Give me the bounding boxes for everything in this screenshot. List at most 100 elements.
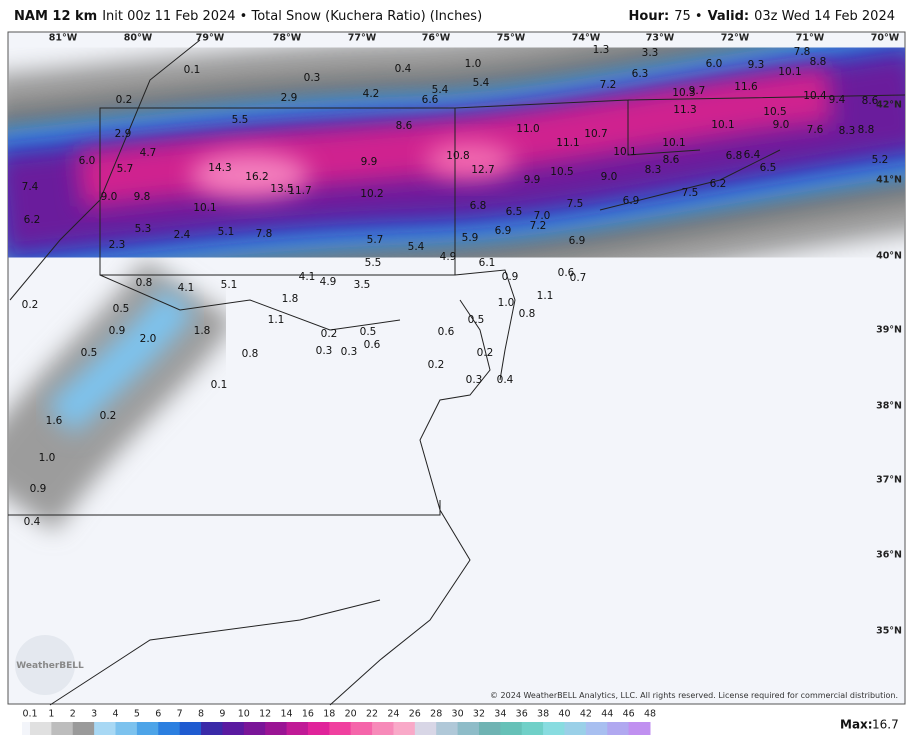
snow-total-label: 0.3 [341, 346, 358, 358]
colorbar-label: 44 [601, 709, 613, 720]
colorbar-label: 7 [177, 709, 183, 720]
snow-total-label: 1.0 [498, 297, 515, 309]
valid-label-text: Valid: [707, 8, 750, 24]
snow-total-label: 2.9 [281, 92, 298, 104]
colorbar-label: 26 [409, 709, 421, 720]
snow-total-label: 3.5 [354, 279, 371, 291]
snow-total-label: 1.1 [537, 290, 554, 302]
snow-total-label: 11.1 [556, 137, 579, 149]
max-label: Max: [840, 718, 873, 732]
snow-total-label: 5.5 [365, 257, 382, 269]
snow-total-label: 9.3 [748, 59, 765, 71]
colorbar-swatch [521, 722, 544, 735]
snow-total-label: 1.3 [593, 44, 610, 56]
snow-total-label: 10.8 [446, 150, 469, 162]
snow-total-label: 1.0 [465, 58, 482, 70]
snow-total-label: 6.2 [710, 178, 727, 190]
snow-total-label: 5.2 [872, 154, 889, 166]
snow-total-label: 3.3 [642, 47, 659, 59]
snow-total-label: 0.5 [468, 314, 485, 326]
snow-total-label: 4.1 [178, 282, 195, 294]
colorbar-swatch [500, 722, 523, 735]
colorbar-frame [22, 710, 650, 722]
colorbar-swatch [115, 722, 138, 735]
snow-total-label: 9.0 [601, 171, 618, 183]
colorbar-swatch [478, 722, 501, 735]
copyright: © 2024 WeatherBELL Analytics, LLC. All r… [490, 691, 898, 700]
snow-total-label: 1.0 [39, 452, 56, 464]
colorbar-label: 40 [558, 709, 570, 720]
colorbar-swatch [51, 722, 74, 735]
snow-total-label: 4.1 [299, 271, 316, 283]
snow-total-label: 2.3 [109, 239, 126, 251]
colorbar-label: 42 [580, 709, 592, 720]
snow-total-label: 0.3 [304, 72, 321, 84]
snow-total-label: 0.8 [242, 348, 259, 360]
snow-total-label: 10.5 [550, 166, 573, 178]
snow-total-label: 0.6 [364, 339, 381, 351]
snow-total-label: 1.8 [282, 293, 299, 305]
snow-total-label: 5.1 [221, 279, 238, 291]
colorbar-swatch [329, 722, 352, 735]
colorbar-swatch [307, 722, 330, 735]
snow-total-label: 10.7 [584, 128, 607, 140]
longitude-label: 80°W [124, 33, 153, 44]
snow-total-label: 0.5 [360, 326, 377, 338]
snow-total-label: 11.3 [673, 104, 696, 116]
snow-total-label: 4.2 [363, 88, 380, 100]
snow-total-label: 7.2 [600, 79, 617, 91]
colorbar-swatch [414, 722, 437, 735]
snow-total-label: 0.8 [519, 308, 536, 320]
latitude-label: 39°N [876, 325, 902, 336]
longitude-label: 77°W [348, 33, 377, 44]
snow-total-label: 0.1 [184, 64, 201, 76]
colorbar-label: 5 [134, 709, 140, 720]
snow-total-label: 0.2 [321, 328, 338, 340]
snow-total-label: 6.6 [422, 94, 439, 106]
snow-total-label: 8.6 [862, 95, 879, 107]
snow-total-label: 9.0 [773, 119, 790, 131]
snow-total-label: 0.2 [22, 299, 39, 311]
model: NAM 12 km [14, 9, 97, 24]
colorbar-swatch [201, 722, 223, 735]
snow-total-label: 0.3 [316, 345, 333, 357]
colorbar-label: 18 [323, 709, 335, 720]
snow-total-label: 10.4 [803, 90, 827, 102]
snow-total-label: 0.5 [113, 303, 130, 315]
snow-total-label: 6.1 [479, 257, 496, 269]
colorbar-label: 8 [198, 709, 204, 720]
longitude-label: 74°W [572, 33, 601, 44]
snow-total-label: 5.3 [135, 223, 152, 235]
snow-total-label: 6.8 [726, 150, 743, 162]
model-name: NAM 12 km [14, 8, 98, 24]
snow-total-label: 1.6 [46, 415, 63, 427]
colorbar-label: 24 [387, 709, 399, 720]
colorbar-swatch [457, 722, 480, 735]
snow-total-label: 6.8 [470, 200, 487, 212]
snow-total-label: 5.4 [432, 84, 449, 96]
snow-total-label: 0.6 [558, 267, 575, 279]
snow-total-label: 14.3 [208, 162, 231, 174]
snow-total-label: 6.4 [744, 149, 761, 161]
logo: WeatherBELL [15, 635, 84, 695]
colorbar-swatch [585, 722, 608, 735]
snow-total-label: 2.9 [115, 128, 132, 140]
longitude-label: 76°W [422, 33, 451, 44]
colorbar-swatch [607, 722, 630, 735]
snow-total-label: 5.7 [367, 234, 384, 246]
latitude-label: 42°N [876, 100, 902, 111]
snow-total-label: 10.1 [778, 66, 801, 78]
colorbar-swatch [222, 722, 245, 735]
colorbar-label: 38 [537, 709, 549, 720]
snow-total-label: 9.9 [524, 174, 541, 186]
colorbar-label: 6 [155, 709, 161, 720]
snow-total-label: 10.1 [662, 137, 685, 149]
snow-total-label: 0.1 [211, 379, 228, 391]
snow-total-label: 1.1 [268, 314, 285, 326]
snow-total-label: 6.3 [632, 68, 649, 80]
snow-total-label: 9.7 [689, 85, 706, 97]
colorbar-swatch [72, 722, 95, 735]
latitude-label: 35°N [876, 626, 902, 637]
